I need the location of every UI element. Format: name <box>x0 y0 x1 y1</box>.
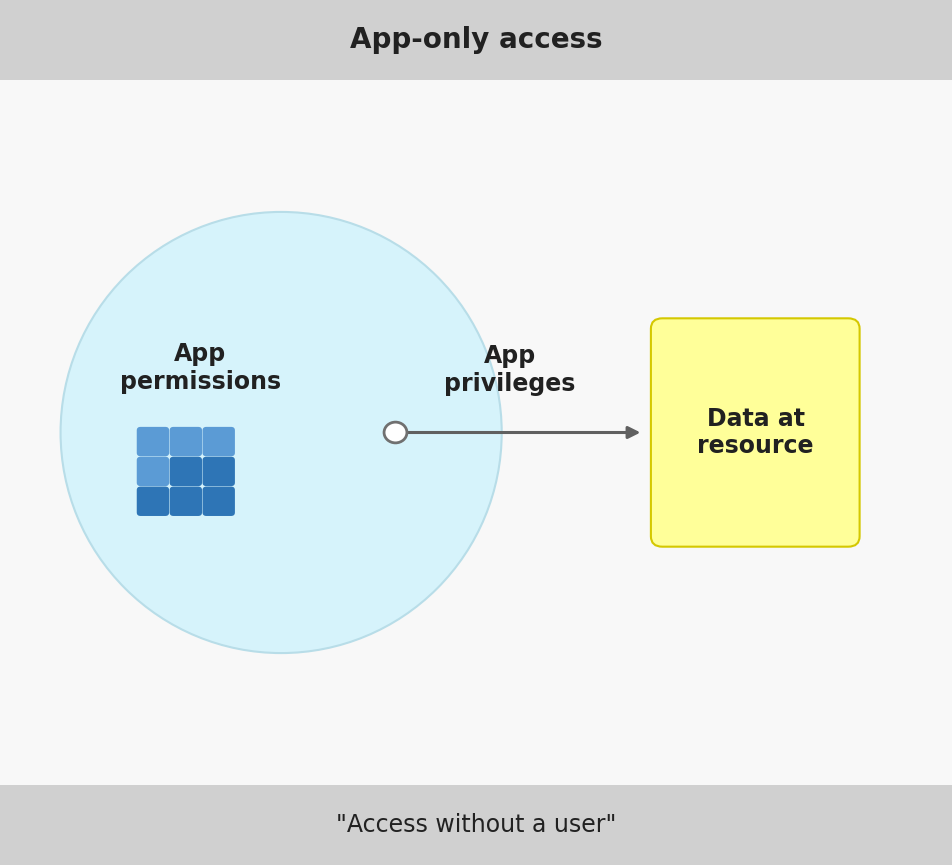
Text: "Access without a user": "Access without a user" <box>336 813 616 837</box>
FancyBboxPatch shape <box>203 457 235 486</box>
Text: App
permissions: App permissions <box>119 342 281 394</box>
Text: App-only access: App-only access <box>349 26 603 54</box>
Ellipse shape <box>61 212 501 653</box>
FancyBboxPatch shape <box>137 426 169 456</box>
FancyBboxPatch shape <box>650 318 859 547</box>
FancyBboxPatch shape <box>203 426 235 456</box>
FancyBboxPatch shape <box>137 457 169 486</box>
FancyBboxPatch shape <box>169 487 202 516</box>
FancyBboxPatch shape <box>169 457 202 486</box>
FancyBboxPatch shape <box>0 80 952 785</box>
FancyBboxPatch shape <box>0 785 952 865</box>
FancyBboxPatch shape <box>0 0 952 80</box>
Text: App
privileges: App privileges <box>444 344 575 396</box>
Text: Data at
resource: Data at resource <box>697 407 813 458</box>
FancyBboxPatch shape <box>137 487 169 516</box>
FancyBboxPatch shape <box>169 426 202 456</box>
FancyBboxPatch shape <box>203 487 235 516</box>
Circle shape <box>384 422 407 443</box>
